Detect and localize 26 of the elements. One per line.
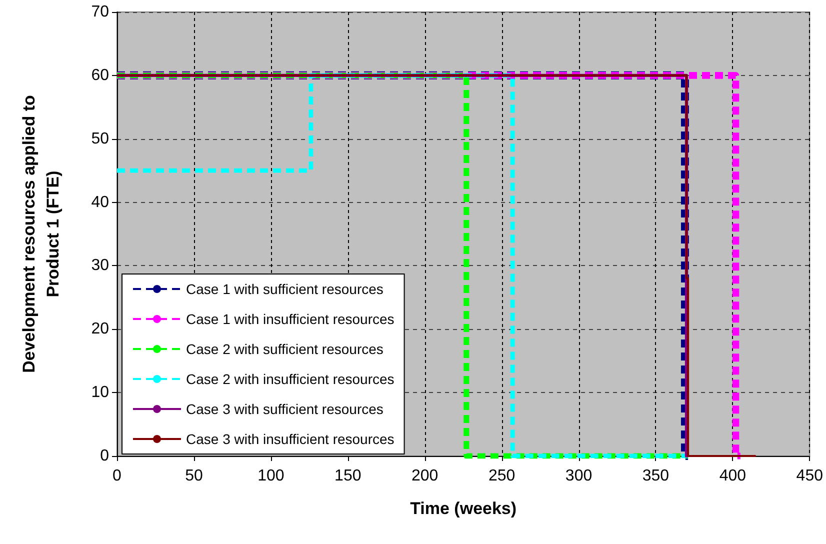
y-tick-label: 70 xyxy=(91,4,110,20)
y-tick-label: 10 xyxy=(91,384,110,402)
x-tick-label: 300 xyxy=(565,468,592,484)
y-tick-label: 40 xyxy=(91,194,110,211)
x-tick-label: 0 xyxy=(112,468,122,484)
x-axis-title: Time (weeks) xyxy=(410,499,517,518)
x-tick-label: 350 xyxy=(642,468,670,484)
x-tick-label: 450 xyxy=(796,468,824,484)
legend-label: Case 1 with insufficient resources xyxy=(186,311,394,327)
legend-label: Case 2 with sufficient resources xyxy=(186,341,384,357)
x-tick-label: 250 xyxy=(488,468,516,484)
x-tick-label: 50 xyxy=(185,468,203,484)
x-tick-label: 100 xyxy=(258,468,284,484)
legend-label: Case 3 with sufficient resources xyxy=(186,401,384,417)
y-tick-label: 50 xyxy=(91,130,110,148)
x-tick-label: 150 xyxy=(334,468,362,484)
x-tick-label: 400 xyxy=(719,468,746,484)
y-axis-title: Development resources applied to Product 1 (FTE) xyxy=(20,95,62,373)
y-tick-label: 60 xyxy=(91,66,110,84)
x-tick-label: 200 xyxy=(411,468,438,484)
y-tick-label: 20 xyxy=(91,320,110,338)
y-tick-label: 0 xyxy=(100,448,110,464)
legend-label: Case 1 with sufficient resources xyxy=(186,281,384,297)
y-tick-label: 30 xyxy=(91,257,110,274)
legend-label: Case 3 with insufficient resources xyxy=(186,431,394,447)
legend-label: Case 2 with insufficient resources xyxy=(186,371,394,387)
